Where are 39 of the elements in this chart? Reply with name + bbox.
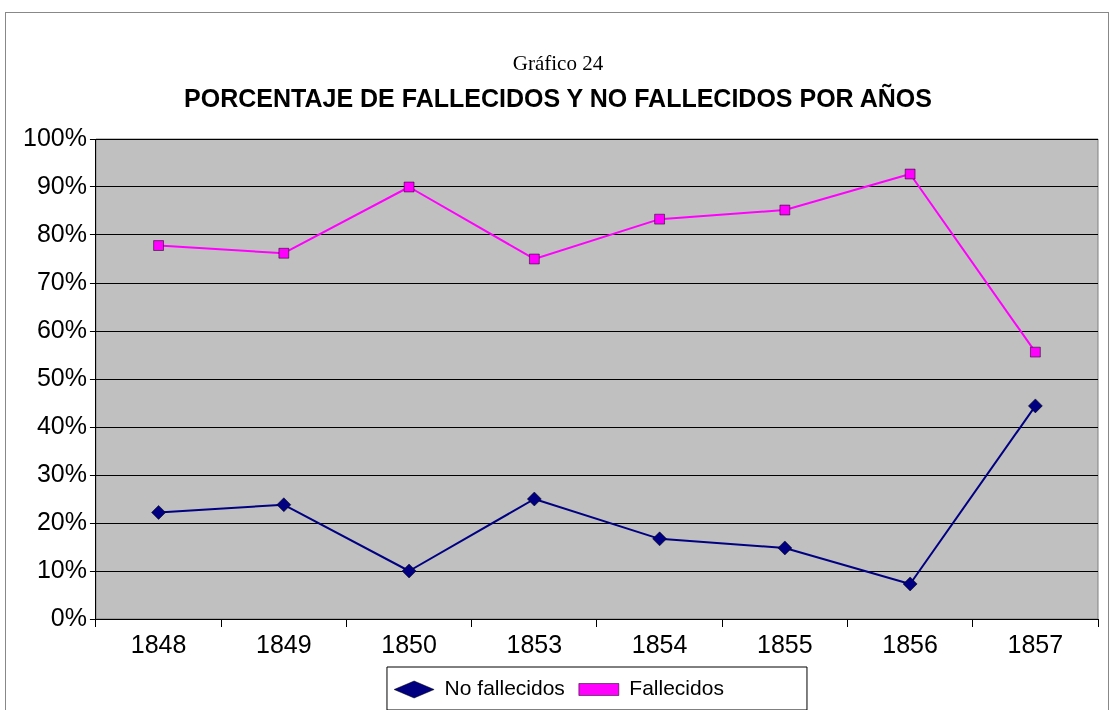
chart-subtitle: Gráfico 24 [511,51,605,76]
y-tick-label: 50% [36,362,87,391]
x-tick-label: 1855 [757,629,813,658]
y-tick-label: 60% [36,314,87,343]
point [1030,346,1041,358]
y-tick-label: 20% [36,506,87,535]
x-tick-label: 1854 [631,629,688,658]
y-tick-label: 30% [36,458,87,487]
point [153,240,164,251]
point [527,491,542,507]
x-tick-label: 1856 [882,629,938,658]
x-tick-label: 1848 [130,629,187,658]
x-tick-label: 1853 [506,629,563,658]
point [151,505,166,520]
point [779,204,791,216]
y-tick-label: 10% [36,554,87,583]
point [652,531,667,547]
x-tick-label: 1857 [1007,629,1064,658]
y-tick-label: 80% [36,218,87,247]
point [401,563,417,579]
x-tick-label: 1849 [256,629,312,658]
legend-label: Fallecidos [629,676,724,700]
point [529,253,540,265]
legend-label: No fallecidos [444,676,565,700]
y-tick-label: 0% [50,602,87,631]
y-tick-label: 90% [36,170,87,199]
point [403,181,415,193]
point [276,497,292,513]
point [904,168,916,180]
chart-title: PORCENTAJE DE FALLECIDOS Y NO FALLECIDOS POR AÑOS [183,84,933,113]
point [1028,398,1043,414]
y-tick-label: 40% [36,410,87,439]
x-tick-label: 1850 [381,629,437,658]
point [654,213,665,225]
y-tick-label: 70% [36,266,87,295]
point [902,576,918,592]
point [777,540,793,556]
y-tick-label: 100% [22,122,87,151]
point [278,248,290,259]
